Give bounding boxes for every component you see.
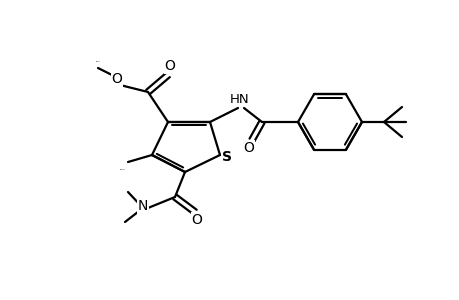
Text: N: N	[138, 199, 148, 213]
Text: O: O	[164, 59, 175, 73]
Text: methyl: methyl	[95, 60, 100, 62]
Text: HN: HN	[230, 92, 249, 106]
Text: methyl4: methyl4	[120, 168, 126, 169]
Text: S: S	[222, 150, 231, 164]
Text: O: O	[243, 141, 254, 155]
Text: O: O	[191, 213, 202, 227]
Text: O: O	[112, 72, 122, 86]
